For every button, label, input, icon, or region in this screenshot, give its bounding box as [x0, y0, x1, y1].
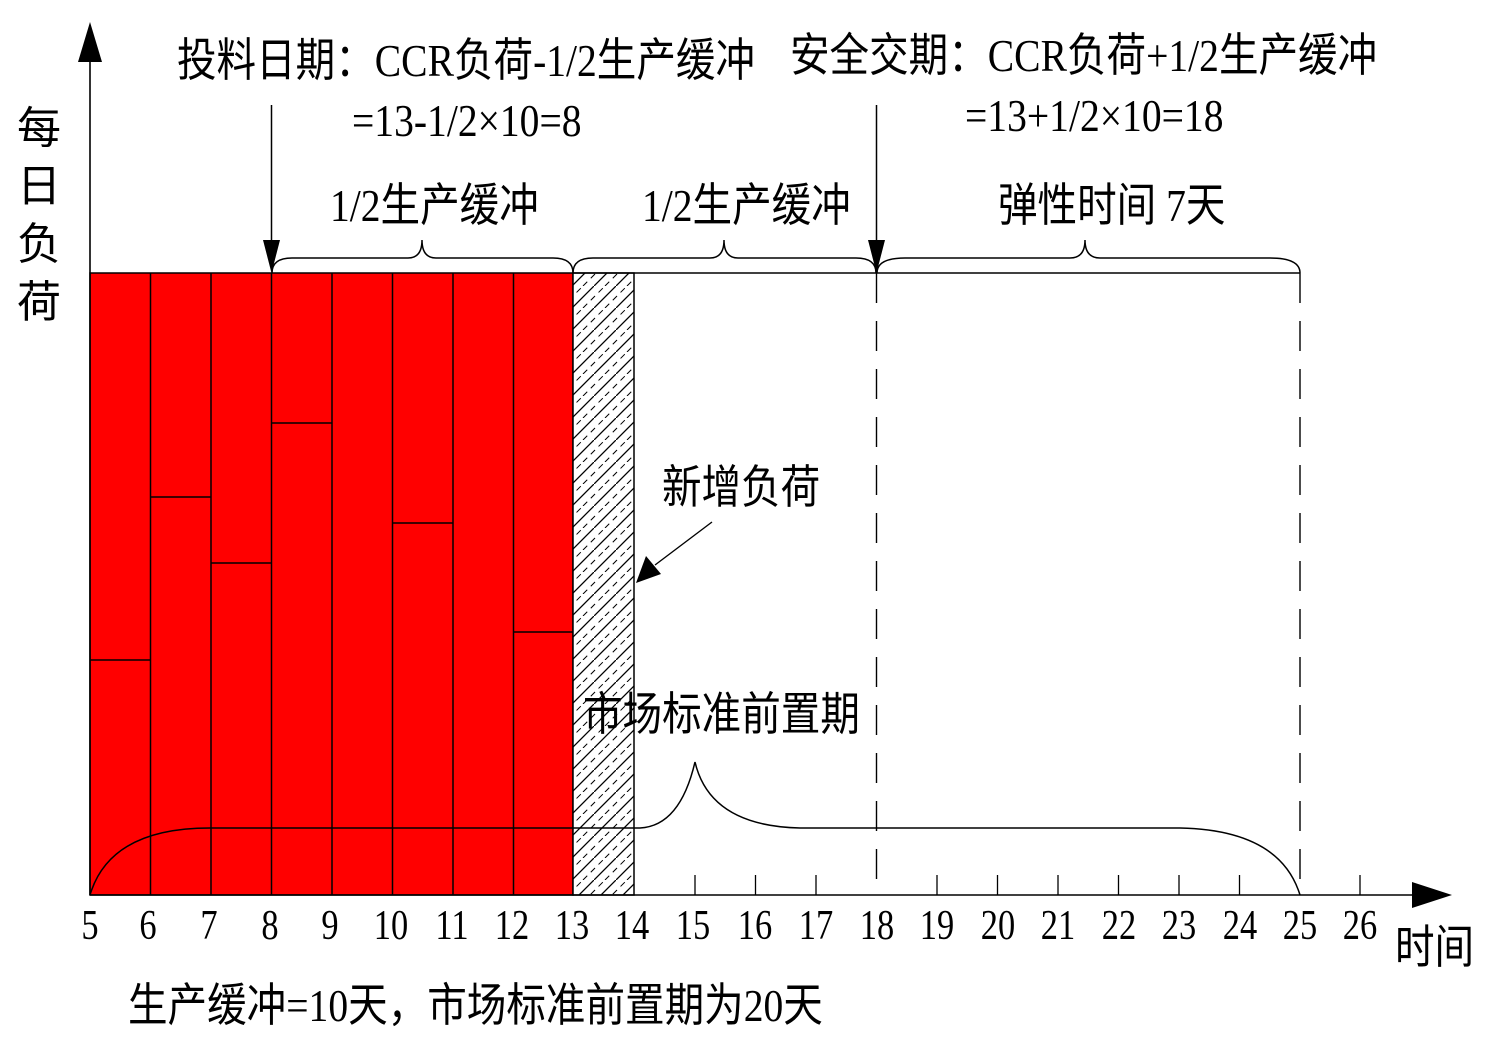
x-axis	[90, 875, 1452, 908]
slack-time-label: 弹性时间 7天	[998, 180, 1226, 231]
brace-half-buffer-2	[572, 239, 877, 274]
x-tick: 24	[1222, 903, 1258, 949]
x-tick: 17	[798, 903, 834, 949]
x-tick: 10	[373, 903, 409, 949]
x-tick: 7	[200, 903, 218, 949]
x-tick: 19	[919, 903, 955, 949]
release-date-formula: =13-1/2×10=8	[352, 95, 582, 146]
brace-market-lead	[89, 761, 1301, 896]
x-tick: 6	[139, 903, 157, 949]
x-axis-label: 时间	[1395, 922, 1475, 973]
x-tick: 15	[675, 903, 711, 949]
x-tick: 13	[554, 903, 590, 949]
half-buffer-label-2: 1/2生产缓冲	[642, 180, 851, 231]
x-tick: 12	[494, 903, 530, 949]
new-load-block	[572, 272, 635, 896]
release-date-title: 投料日期：CCR负荷-1/2生产缓冲	[177, 35, 756, 86]
x-tick: 23	[1161, 903, 1197, 949]
y-axis	[78, 22, 102, 895]
y-axis-label: 每日负荷	[17, 104, 61, 327]
x-tick: 22	[1101, 903, 1137, 949]
half-buffer-label-1: 1/2生产缓冲	[330, 180, 539, 231]
x-tick: 26	[1342, 903, 1378, 949]
x-tick: 5	[81, 903, 99, 949]
brace-slack	[876, 239, 1301, 274]
brace-half-buffer-1	[271, 239, 574, 274]
x-tick: 20	[980, 903, 1016, 949]
x-tick: 25	[1282, 903, 1318, 949]
x-tick: 18	[859, 903, 895, 949]
scheduled-load-block	[89, 272, 574, 896]
release-date-arrow-icon	[263, 105, 280, 273]
safe-due-date-formula: =13+1/2×10=18	[965, 90, 1224, 141]
new-load-pointer-icon	[636, 521, 713, 583]
footnote: 生产缓冲=10天，市场标准前置期为20天	[128, 980, 823, 1031]
x-tick: 9	[321, 903, 339, 949]
safe-due-date-arrow-icon	[868, 105, 885, 273]
x-tick: 16	[737, 903, 773, 949]
safe-due-date-title: 安全交期：CCR负荷+1/2生产缓冲	[790, 30, 1378, 81]
market-lead-label: 市场标准前置期	[583, 689, 860, 740]
x-tick: 14	[614, 903, 650, 949]
x-tick: 8	[261, 903, 279, 949]
new-load-label: 新增负荷	[662, 462, 821, 513]
x-tick: 11	[435, 903, 469, 949]
x-tick: 21	[1040, 903, 1076, 949]
